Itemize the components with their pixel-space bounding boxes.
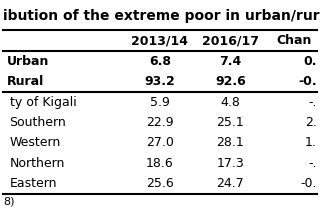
Text: 0.: 0. — [303, 55, 317, 68]
Text: -0.: -0. — [298, 75, 317, 88]
Text: ibution of the extreme poor in urban/rural areas a: ibution of the extreme poor in urban/rur… — [3, 9, 320, 22]
Text: Rural: Rural — [6, 75, 44, 88]
Text: 1.: 1. — [305, 136, 317, 149]
Text: Northern: Northern — [10, 157, 65, 170]
Text: 18.6: 18.6 — [146, 157, 174, 170]
Text: Southern: Southern — [10, 116, 66, 129]
Text: Eastern: Eastern — [10, 177, 57, 190]
Text: 8): 8) — [3, 197, 15, 207]
Text: ty of Kigali: ty of Kigali — [10, 96, 76, 109]
Text: 2.: 2. — [305, 116, 317, 129]
Text: -.: -. — [308, 157, 317, 170]
Text: 4.8: 4.8 — [220, 96, 240, 109]
Text: 7.4: 7.4 — [219, 55, 242, 68]
Text: 17.3: 17.3 — [217, 157, 244, 170]
Text: Western: Western — [10, 136, 61, 149]
Text: -0.: -0. — [300, 177, 317, 190]
Text: 25.6: 25.6 — [146, 177, 174, 190]
Text: 93.2: 93.2 — [145, 75, 175, 88]
Text: 24.7: 24.7 — [217, 177, 244, 190]
Text: 2013/14: 2013/14 — [132, 34, 188, 47]
Text: 27.0: 27.0 — [146, 136, 174, 149]
Text: Urban: Urban — [6, 55, 49, 68]
Text: -.: -. — [308, 96, 317, 109]
Text: 2016/17: 2016/17 — [202, 34, 259, 47]
Text: 6.8: 6.8 — [149, 55, 171, 68]
Text: 22.9: 22.9 — [146, 116, 174, 129]
Text: 5.9: 5.9 — [150, 96, 170, 109]
Text: 25.1: 25.1 — [217, 116, 244, 129]
Text: Chan: Chan — [277, 34, 312, 47]
Text: 92.6: 92.6 — [215, 75, 246, 88]
Text: 28.1: 28.1 — [217, 136, 244, 149]
